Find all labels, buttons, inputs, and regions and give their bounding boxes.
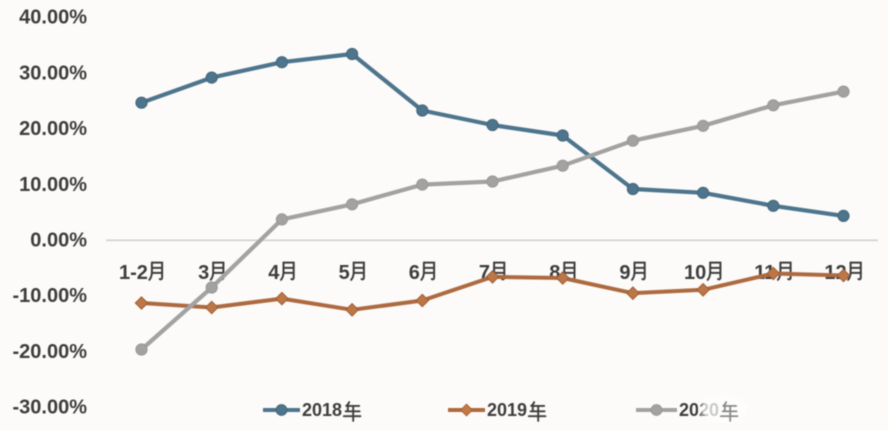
svg-text:8: 8 (549, 262, 560, 284)
svg-text:2019: 2019 (487, 400, 527, 420)
svg-text:20.00%: 20.00% (19, 118, 87, 140)
svg-text:2018: 2018 (302, 400, 342, 420)
svg-text:1-2: 1-2 (119, 262, 148, 284)
svg-text:7: 7 (479, 262, 490, 284)
svg-text:3: 3 (198, 262, 209, 284)
svg-text:40.00%: 40.00% (19, 7, 87, 29)
svg-text:6: 6 (409, 262, 420, 284)
svg-text:-30.00%: -30.00% (13, 397, 88, 419)
svg-text:-20.00%: -20.00% (13, 341, 88, 363)
svg-text:0.00%: 0.00% (30, 230, 87, 252)
svg-text:5: 5 (339, 262, 350, 284)
svg-text:30.00%: 30.00% (19, 62, 87, 84)
svg-text:10.00%: 10.00% (19, 174, 87, 196)
svg-text:9: 9 (619, 262, 630, 284)
svg-text:4: 4 (268, 262, 280, 284)
svg-text:-10.00%: -10.00% (13, 285, 88, 307)
svg-text:10: 10 (684, 262, 706, 284)
